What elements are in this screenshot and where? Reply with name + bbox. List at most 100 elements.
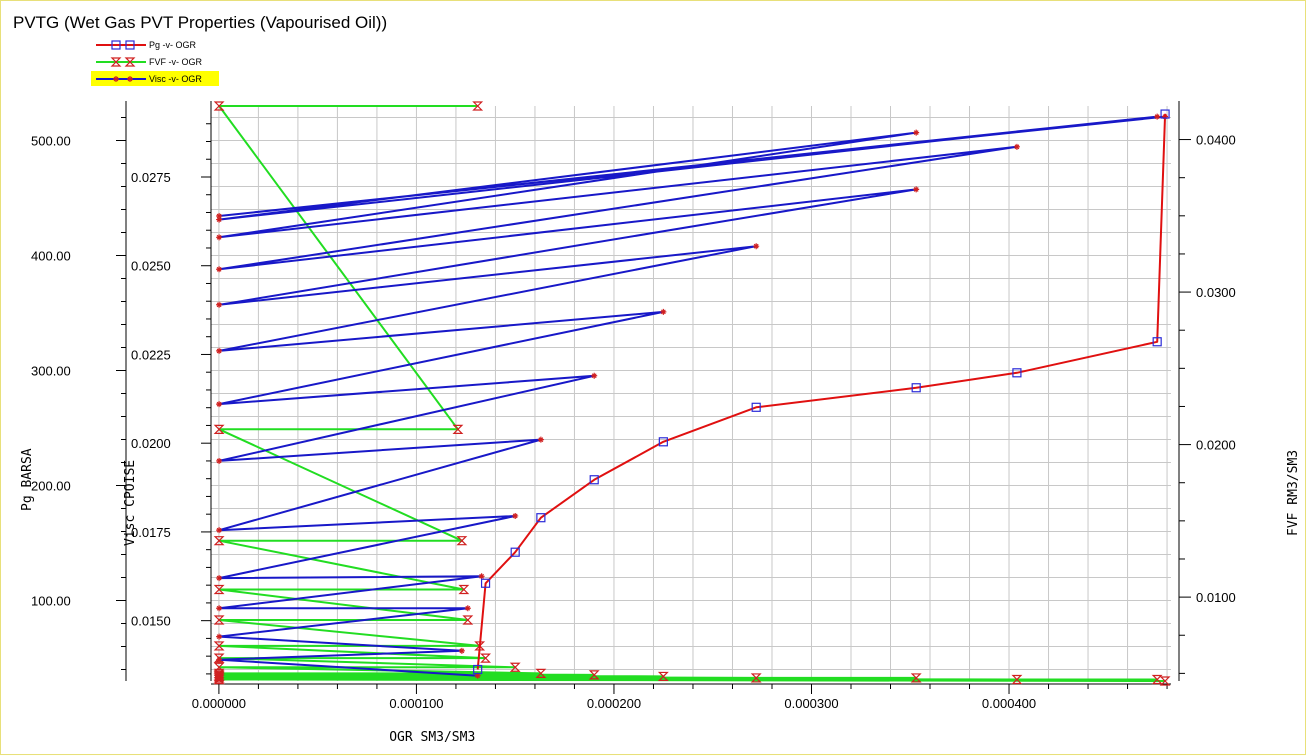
x-tick-label: 0.000200 bbox=[587, 696, 641, 711]
fvf-series-point bbox=[213, 584, 225, 595]
fvf-series-point bbox=[456, 536, 468, 546]
pg-series-point bbox=[589, 475, 599, 485]
visc-series-point bbox=[464, 605, 471, 612]
visc-series-point bbox=[537, 436, 544, 443]
fvf-axis-title: FVF RM3/SM3 bbox=[1286, 450, 1301, 536]
x-tick-label: 0.000100 bbox=[389, 696, 443, 711]
x-tick-label: 0.000000 bbox=[192, 696, 246, 711]
visc-series-point bbox=[660, 308, 667, 315]
pg-series bbox=[473, 109, 1170, 675]
pg-axis-title: Pg BARSA bbox=[20, 448, 35, 511]
fvf-series-point bbox=[588, 670, 600, 680]
pg-series-point bbox=[658, 437, 668, 447]
fvf-series-point bbox=[750, 673, 762, 683]
fvf-series-point bbox=[462, 615, 474, 625]
legend-marker bbox=[124, 57, 136, 67]
visc-tick-label: 0.0200 bbox=[131, 436, 171, 451]
pg-series-point bbox=[911, 383, 921, 393]
fvf-series-point bbox=[1011, 674, 1023, 685]
visc-series bbox=[216, 113, 1169, 679]
visc-series-point bbox=[216, 527, 223, 534]
fvf-tick-label: 0.0300 bbox=[1196, 285, 1236, 300]
visc-tick-label: 0.0275 bbox=[131, 170, 171, 185]
fvf-series-point bbox=[1151, 674, 1163, 685]
fvf-tick-label: 0.0100 bbox=[1196, 590, 1236, 605]
pg-tick-label: 400.00 bbox=[31, 249, 71, 264]
visc-series-point bbox=[216, 457, 223, 464]
fvf-series-point bbox=[657, 671, 669, 682]
visc-series-point bbox=[591, 372, 598, 379]
legend-label: Visc -v- OGR bbox=[149, 74, 202, 84]
legend-label: FVF -v- OGR bbox=[149, 57, 202, 67]
fvf-series-point bbox=[213, 673, 225, 683]
legend-marker bbox=[125, 40, 135, 50]
fvf-series-point bbox=[213, 536, 225, 546]
fvf-series-point bbox=[213, 641, 225, 651]
fvf-series-point bbox=[458, 584, 470, 595]
fvf-series-point bbox=[452, 424, 464, 434]
visc-series-point bbox=[512, 512, 519, 519]
x-axis-title: OGR SM3/SM3 bbox=[389, 730, 475, 745]
fvf-series-point bbox=[910, 673, 922, 683]
pg-tick-label: 100.00 bbox=[31, 594, 71, 609]
pg-series-point bbox=[510, 547, 520, 557]
pg-series-point bbox=[480, 578, 491, 588]
visc-series-point bbox=[913, 129, 920, 136]
fvf-series-point bbox=[213, 674, 225, 685]
visc-series-point bbox=[478, 573, 485, 580]
legend-label: Pg -v- OGR bbox=[149, 40, 197, 50]
visc-series-point bbox=[216, 605, 223, 612]
axes bbox=[116, 101, 1191, 694]
visc-series-point bbox=[216, 633, 223, 640]
visc-tick-label: 0.0225 bbox=[131, 347, 171, 362]
x-tick-label: 0.000400 bbox=[982, 696, 1036, 711]
visc-series-point bbox=[216, 266, 223, 273]
fvf-series-point bbox=[472, 101, 484, 111]
legend-marker bbox=[111, 40, 121, 50]
x-tick-label: 0.000300 bbox=[784, 696, 838, 711]
pg-series-point bbox=[473, 664, 483, 675]
visc-series-point bbox=[216, 213, 223, 220]
visc-series-point bbox=[216, 216, 223, 223]
visc-series-point bbox=[216, 301, 223, 308]
pg-tick-label: 200.00 bbox=[31, 479, 71, 494]
chart-title: PVTG (Wet Gas PVT Properties (Vapourised… bbox=[13, 13, 388, 32]
fvf-tick-label: 0.0400 bbox=[1196, 133, 1236, 148]
visc-series-point bbox=[1013, 143, 1020, 150]
fvf-series-point bbox=[1159, 676, 1171, 686]
visc-tick-label: 0.0250 bbox=[131, 259, 171, 274]
pg-series-point bbox=[536, 513, 546, 523]
visc-tick-label: 0.0150 bbox=[131, 614, 171, 629]
legend-highlight bbox=[91, 71, 219, 86]
pg-series-point bbox=[1160, 109, 1170, 119]
visc-series-point bbox=[216, 575, 223, 582]
fvf-series-point bbox=[213, 615, 225, 625]
legend: Pg -v- OGR FVF -v- OGR Visc -v- OGR bbox=[91, 40, 219, 86]
visc-series-point bbox=[474, 672, 481, 679]
pg-series-point bbox=[1012, 368, 1022, 378]
pg-series-point bbox=[1152, 337, 1162, 347]
fvf-series-point bbox=[480, 653, 492, 663]
fvf-series-point bbox=[509, 662, 521, 672]
pg-tick-label: 500.00 bbox=[31, 134, 71, 149]
visc-series-point bbox=[1154, 113, 1161, 120]
legend-marker bbox=[113, 76, 119, 82]
fvf-tick-label: 0.0200 bbox=[1196, 438, 1236, 453]
visc-series-point bbox=[753, 243, 760, 250]
visc-tick-label: 0.0175 bbox=[131, 525, 171, 540]
visc-series-point bbox=[913, 186, 920, 193]
pg-series-line bbox=[476, 113, 1167, 670]
visc-series-point bbox=[216, 656, 223, 663]
legend-marker bbox=[127, 76, 133, 82]
legend-marker bbox=[110, 57, 122, 67]
visc-series-point bbox=[458, 647, 465, 654]
pg-series-point bbox=[751, 402, 761, 412]
visc-series-point bbox=[216, 347, 223, 354]
fvf-series-point bbox=[213, 424, 225, 434]
visc-series-line bbox=[218, 115, 1166, 677]
fvf-series-point bbox=[213, 101, 225, 111]
pg-tick-label: 300.00 bbox=[31, 364, 71, 379]
visc-series-point bbox=[216, 234, 223, 241]
